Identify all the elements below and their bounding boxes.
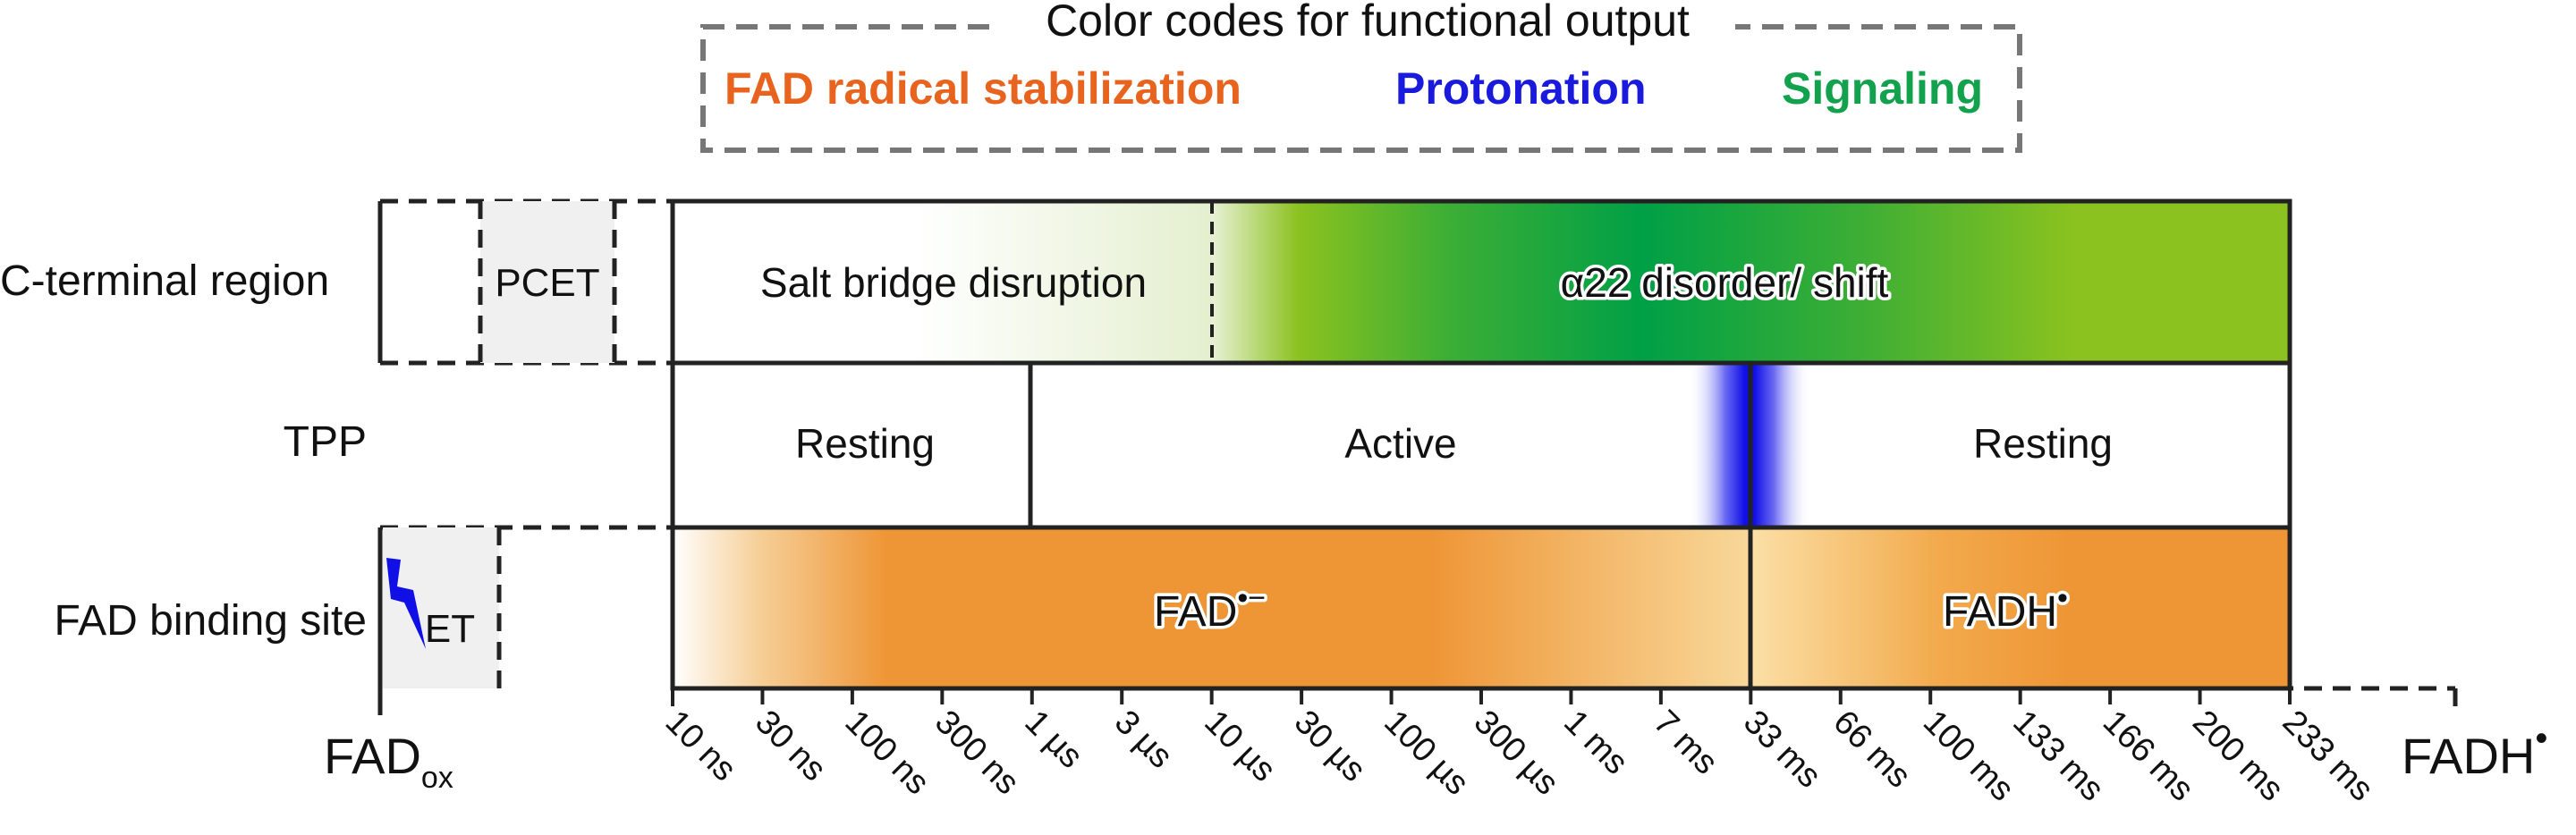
alpha22-label: α22 disorder/ shift bbox=[1561, 259, 1889, 306]
et-box-fill bbox=[383, 527, 499, 688]
axis-start-label: FADox bbox=[324, 728, 453, 795]
row-label-fad-site: FAD binding site bbox=[54, 597, 367, 645]
tpp-resting-1-label: Resting bbox=[795, 420, 935, 467]
salt-bridge-label: Salt bridge disruption bbox=[760, 259, 1147, 306]
fad-anion-label: FAD•− bbox=[1154, 581, 1266, 636]
legend-frame bbox=[700, 24, 2022, 153]
axis-tick-label: 100 µs bbox=[1377, 704, 1476, 803]
et-box: ET bbox=[383, 527, 502, 688]
axis-tick-label: 30 µs bbox=[1287, 704, 1373, 789]
axis-tick-label: 133 ms bbox=[2005, 704, 2111, 809]
fad-anion-bar bbox=[673, 527, 1750, 688]
alpha22-bar bbox=[1212, 201, 2290, 363]
axis-tick-label: 100 ns bbox=[838, 704, 936, 802]
axis-tick-label: 30 ns bbox=[748, 704, 833, 789]
axis-tick-label: 7 ms bbox=[1647, 704, 1725, 782]
axis-tick-label: 300 ns bbox=[928, 704, 1026, 802]
pcet-box: PCET bbox=[478, 201, 617, 363]
pcet-box-fill bbox=[480, 201, 614, 363]
legend-title: Color codes for functional output bbox=[1046, 0, 1690, 46]
axis-tick-label: 10 µs bbox=[1197, 704, 1283, 789]
axis-tick-label: 66 ms bbox=[1826, 704, 1918, 796]
legend-item-signaling: Signaling bbox=[1782, 63, 1983, 114]
axis-tick-label: 300 µs bbox=[1467, 704, 1566, 803]
lightning-bolt-icon bbox=[386, 558, 426, 649]
axis-end-label: FADH• bbox=[2402, 719, 2547, 784]
axis-tick-label: 100 ms bbox=[1916, 704, 2021, 809]
axis-tick-label: 1 µs bbox=[1017, 704, 1089, 776]
tpp-resting-2-label: Resting bbox=[1973, 420, 2113, 467]
axis-tick-label: 1 ms bbox=[1556, 704, 1635, 782]
pcet-label: PCET bbox=[495, 261, 599, 305]
fadh-label: FADH• bbox=[1943, 581, 2068, 636]
legend-title-backdrop bbox=[1000, 2, 1735, 46]
legend-item-radical: FAD radical stabilization bbox=[724, 63, 1241, 114]
legend: Color codes for functional output FAD ra… bbox=[700, 0, 2022, 153]
axis-tick-label: 233 ms bbox=[2275, 704, 2381, 809]
axis-tick-label: 3 µs bbox=[1107, 704, 1180, 776]
salt-bridge-bar bbox=[673, 201, 1212, 363]
row-label-tpp: TPP bbox=[284, 418, 367, 466]
tpp-bar bbox=[673, 363, 2290, 527]
axis-tick-label: 200 ms bbox=[2185, 704, 2291, 809]
row-label-c-terminal: C-terminal region bbox=[0, 257, 329, 305]
axis-tick-label: 33 ms bbox=[1736, 704, 1828, 796]
legend-item-protonation: Protonation bbox=[1395, 63, 1647, 114]
axis-tick-label: 166 ms bbox=[2096, 704, 2201, 809]
tpp-active-label: Active bbox=[1344, 420, 1456, 467]
et-label: ET bbox=[425, 607, 475, 651]
axis-tick-label: 10 ns bbox=[658, 704, 743, 789]
fadh-bar bbox=[1750, 527, 2290, 688]
